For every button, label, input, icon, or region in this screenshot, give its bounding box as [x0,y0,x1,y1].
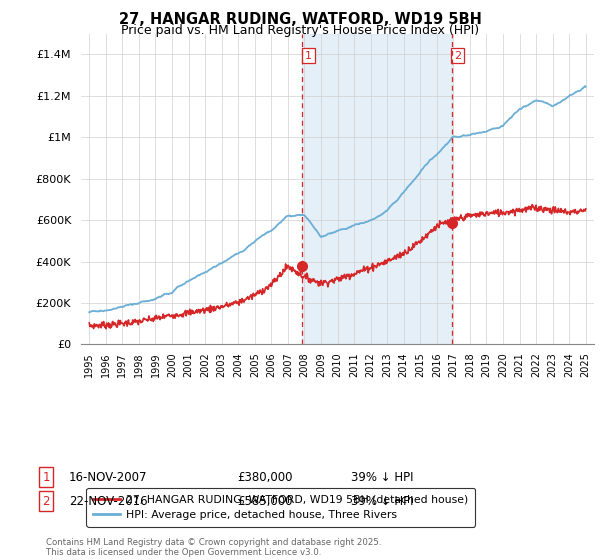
Text: £585,000: £585,000 [237,494,293,508]
Text: 1: 1 [43,470,50,484]
Text: 16-NOV-2007: 16-NOV-2007 [69,470,148,484]
Text: Contains HM Land Registry data © Crown copyright and database right 2025.
This d: Contains HM Land Registry data © Crown c… [46,538,382,557]
Text: Price paid vs. HM Land Registry's House Price Index (HPI): Price paid vs. HM Land Registry's House … [121,24,479,37]
Text: 1: 1 [305,51,312,60]
Legend: 27, HANGAR RUDING, WATFORD, WD19 5BH (detached house), HPI: Average price, detac: 27, HANGAR RUDING, WATFORD, WD19 5BH (de… [86,488,475,526]
Text: 39% ↓ HPI: 39% ↓ HPI [351,494,413,508]
Text: 22-NOV-2016: 22-NOV-2016 [69,494,148,508]
Text: 2: 2 [43,494,50,508]
Bar [302,34,452,344]
Text: £380,000: £380,000 [237,470,293,484]
Text: 39% ↓ HPI: 39% ↓ HPI [351,470,413,484]
Text: 2: 2 [454,51,461,60]
Text: 27, HANGAR RUDING, WATFORD, WD19 5BH: 27, HANGAR RUDING, WATFORD, WD19 5BH [119,12,481,27]
